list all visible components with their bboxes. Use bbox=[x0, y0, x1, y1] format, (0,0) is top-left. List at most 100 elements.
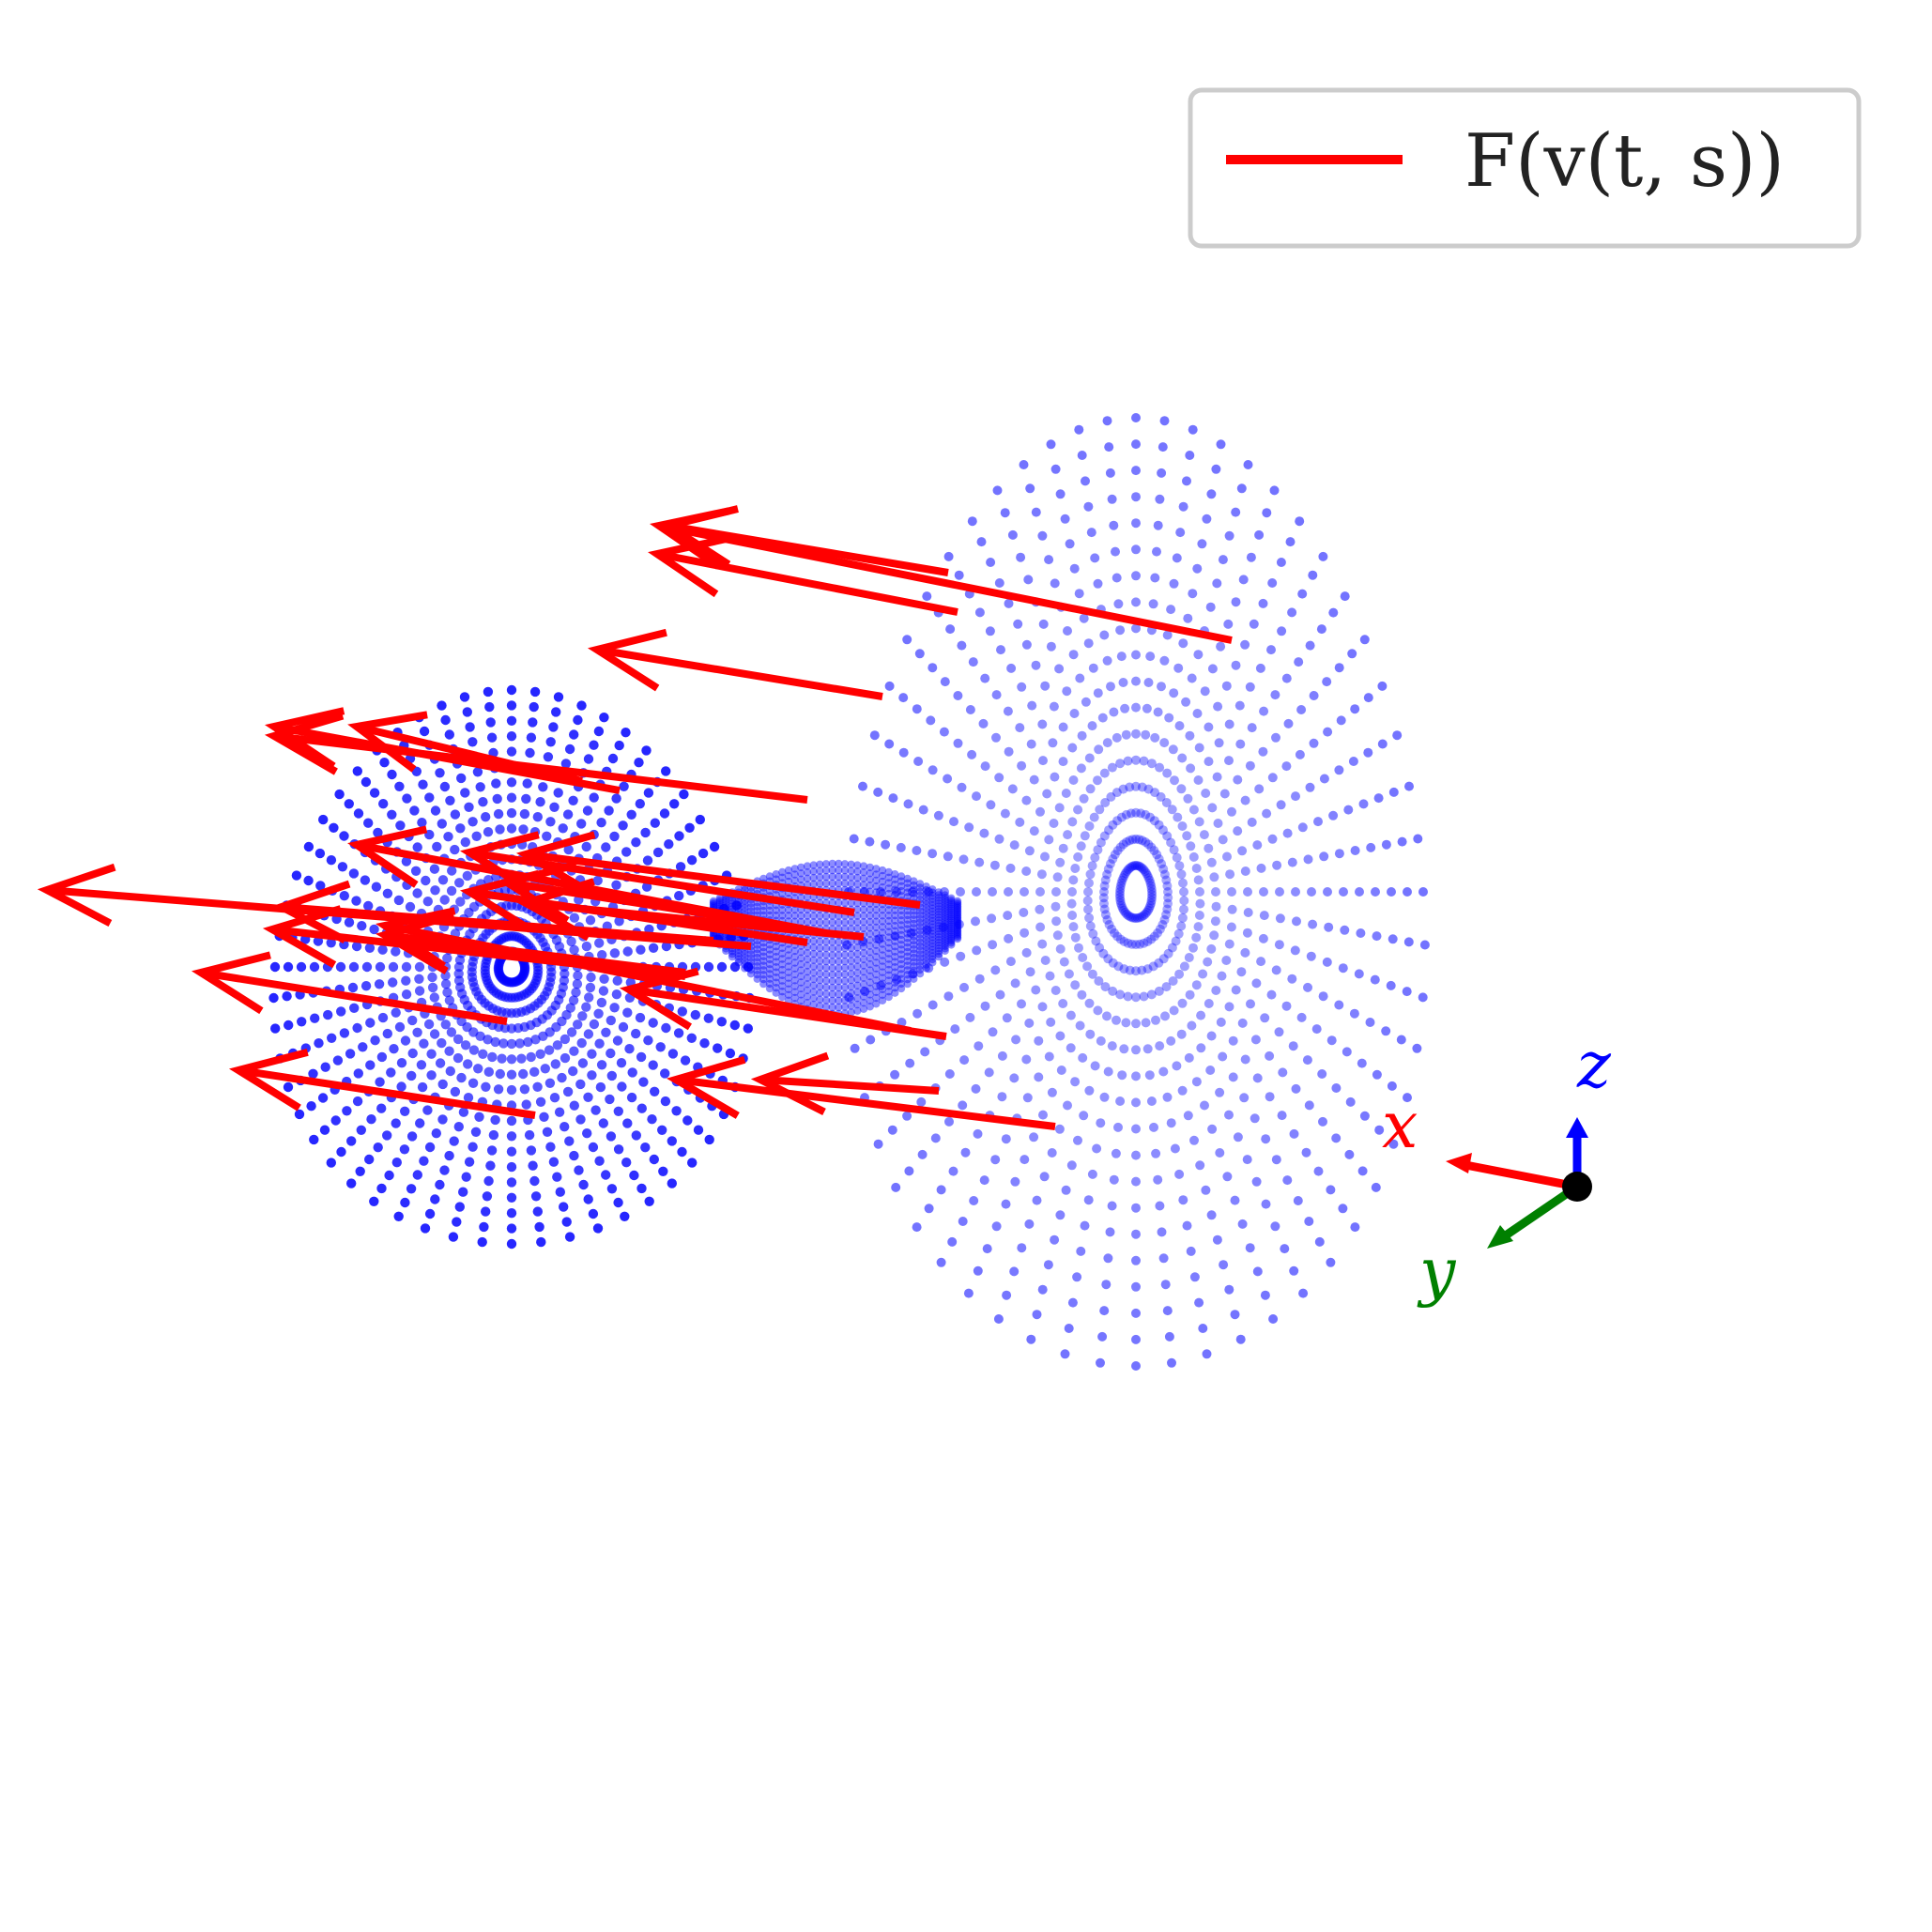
surface-point bbox=[1172, 852, 1182, 863]
field-arrow bbox=[596, 646, 883, 700]
surface-point bbox=[940, 677, 950, 687]
surface-point bbox=[1297, 589, 1308, 599]
surface-point bbox=[1265, 1092, 1275, 1102]
surface-point bbox=[741, 957, 749, 965]
surface-point bbox=[1164, 1331, 1174, 1342]
surface-point bbox=[809, 861, 818, 869]
surface-point bbox=[1174, 721, 1185, 731]
surface-point bbox=[573, 971, 583, 981]
surface-point bbox=[482, 1191, 493, 1202]
surface-point bbox=[772, 968, 780, 976]
surface-point bbox=[461, 1172, 471, 1182]
surface-point bbox=[884, 955, 893, 963]
surface-point bbox=[483, 1175, 494, 1187]
surface-point bbox=[1094, 744, 1104, 755]
surface-point bbox=[1125, 912, 1135, 922]
surface-point bbox=[1322, 677, 1332, 687]
surface-point bbox=[506, 792, 517, 803]
field-arrow bbox=[525, 899, 865, 941]
surface-point bbox=[1073, 1135, 1082, 1145]
surface-point bbox=[878, 917, 887, 926]
surface-point bbox=[1216, 1017, 1226, 1027]
surface-point bbox=[934, 933, 943, 942]
surface-point bbox=[1199, 830, 1209, 840]
surface-point bbox=[947, 912, 956, 921]
surface-point bbox=[462, 707, 472, 717]
surface-point bbox=[803, 862, 812, 870]
surface-point bbox=[376, 1103, 387, 1113]
surface-point bbox=[562, 809, 574, 820]
surface-point bbox=[1131, 676, 1141, 686]
surface-point bbox=[878, 906, 887, 914]
surface-point bbox=[928, 955, 937, 964]
surface-point bbox=[1010, 978, 1020, 989]
surface-point bbox=[1099, 768, 1110, 778]
surface-point bbox=[1083, 887, 1093, 897]
surface-point bbox=[1131, 966, 1141, 976]
surface-point bbox=[866, 966, 874, 974]
surface-point bbox=[1340, 591, 1350, 602]
surface-point bbox=[1137, 782, 1147, 792]
surface-point bbox=[1169, 578, 1179, 589]
surface-point bbox=[1112, 573, 1122, 583]
surface-point bbox=[443, 832, 453, 842]
surface-point bbox=[1195, 1160, 1205, 1171]
surface-point bbox=[344, 799, 354, 809]
surface-point bbox=[1170, 1143, 1180, 1154]
field-arrowhead bbox=[587, 628, 667, 692]
surface-point bbox=[835, 964, 843, 973]
surface-point bbox=[928, 923, 937, 932]
surface-point bbox=[564, 744, 575, 755]
surface-point bbox=[1086, 528, 1096, 538]
surface-point bbox=[897, 882, 906, 891]
surface-point bbox=[897, 911, 906, 920]
surface-point bbox=[765, 984, 774, 993]
surface-point bbox=[876, 980, 886, 990]
surface-point bbox=[918, 805, 928, 815]
surface-point bbox=[1083, 1195, 1094, 1205]
surface-point bbox=[553, 788, 563, 798]
surface-point bbox=[414, 986, 425, 996]
surface-point bbox=[903, 971, 912, 979]
surface-point bbox=[1177, 1085, 1188, 1096]
surface-point bbox=[484, 701, 495, 713]
surface-point bbox=[840, 976, 850, 986]
surface-point bbox=[884, 884, 893, 893]
surface-point bbox=[612, 1035, 623, 1046]
surface-point bbox=[454, 1202, 465, 1212]
surface-point bbox=[616, 1058, 627, 1068]
surface-point bbox=[741, 903, 749, 912]
surface-point bbox=[1304, 1100, 1314, 1111]
surface-point bbox=[635, 1012, 646, 1023]
surface-point bbox=[853, 956, 862, 964]
surface-point bbox=[528, 717, 538, 728]
surface-point bbox=[753, 949, 761, 958]
surface-point bbox=[910, 911, 918, 919]
surface-point bbox=[903, 957, 912, 965]
surface-point bbox=[715, 900, 724, 909]
surface-point bbox=[934, 913, 943, 922]
surface-point bbox=[809, 880, 818, 888]
surface-point bbox=[866, 905, 874, 914]
surface-point bbox=[872, 912, 881, 920]
surface-point bbox=[506, 1115, 517, 1127]
surface-point bbox=[784, 951, 793, 959]
surface-point bbox=[1242, 1155, 1252, 1165]
surface-point bbox=[1281, 673, 1292, 683]
surface-point bbox=[1152, 546, 1161, 557]
surface-point bbox=[1226, 922, 1236, 932]
surface-point bbox=[891, 922, 899, 930]
surface-point bbox=[734, 897, 743, 907]
surface-point bbox=[1296, 1012, 1307, 1022]
surface-point bbox=[1093, 1005, 1103, 1016]
surface-point bbox=[352, 1096, 363, 1107]
surface-point bbox=[1259, 911, 1269, 921]
surface-point bbox=[1150, 573, 1160, 583]
surface-point bbox=[1331, 1083, 1342, 1093]
surface-point bbox=[1142, 964, 1153, 974]
surface-point bbox=[345, 1049, 356, 1059]
surface-point bbox=[576, 1037, 587, 1049]
surface-point bbox=[549, 802, 560, 812]
surface-point bbox=[1090, 553, 1100, 563]
surface-point bbox=[934, 899, 943, 908]
